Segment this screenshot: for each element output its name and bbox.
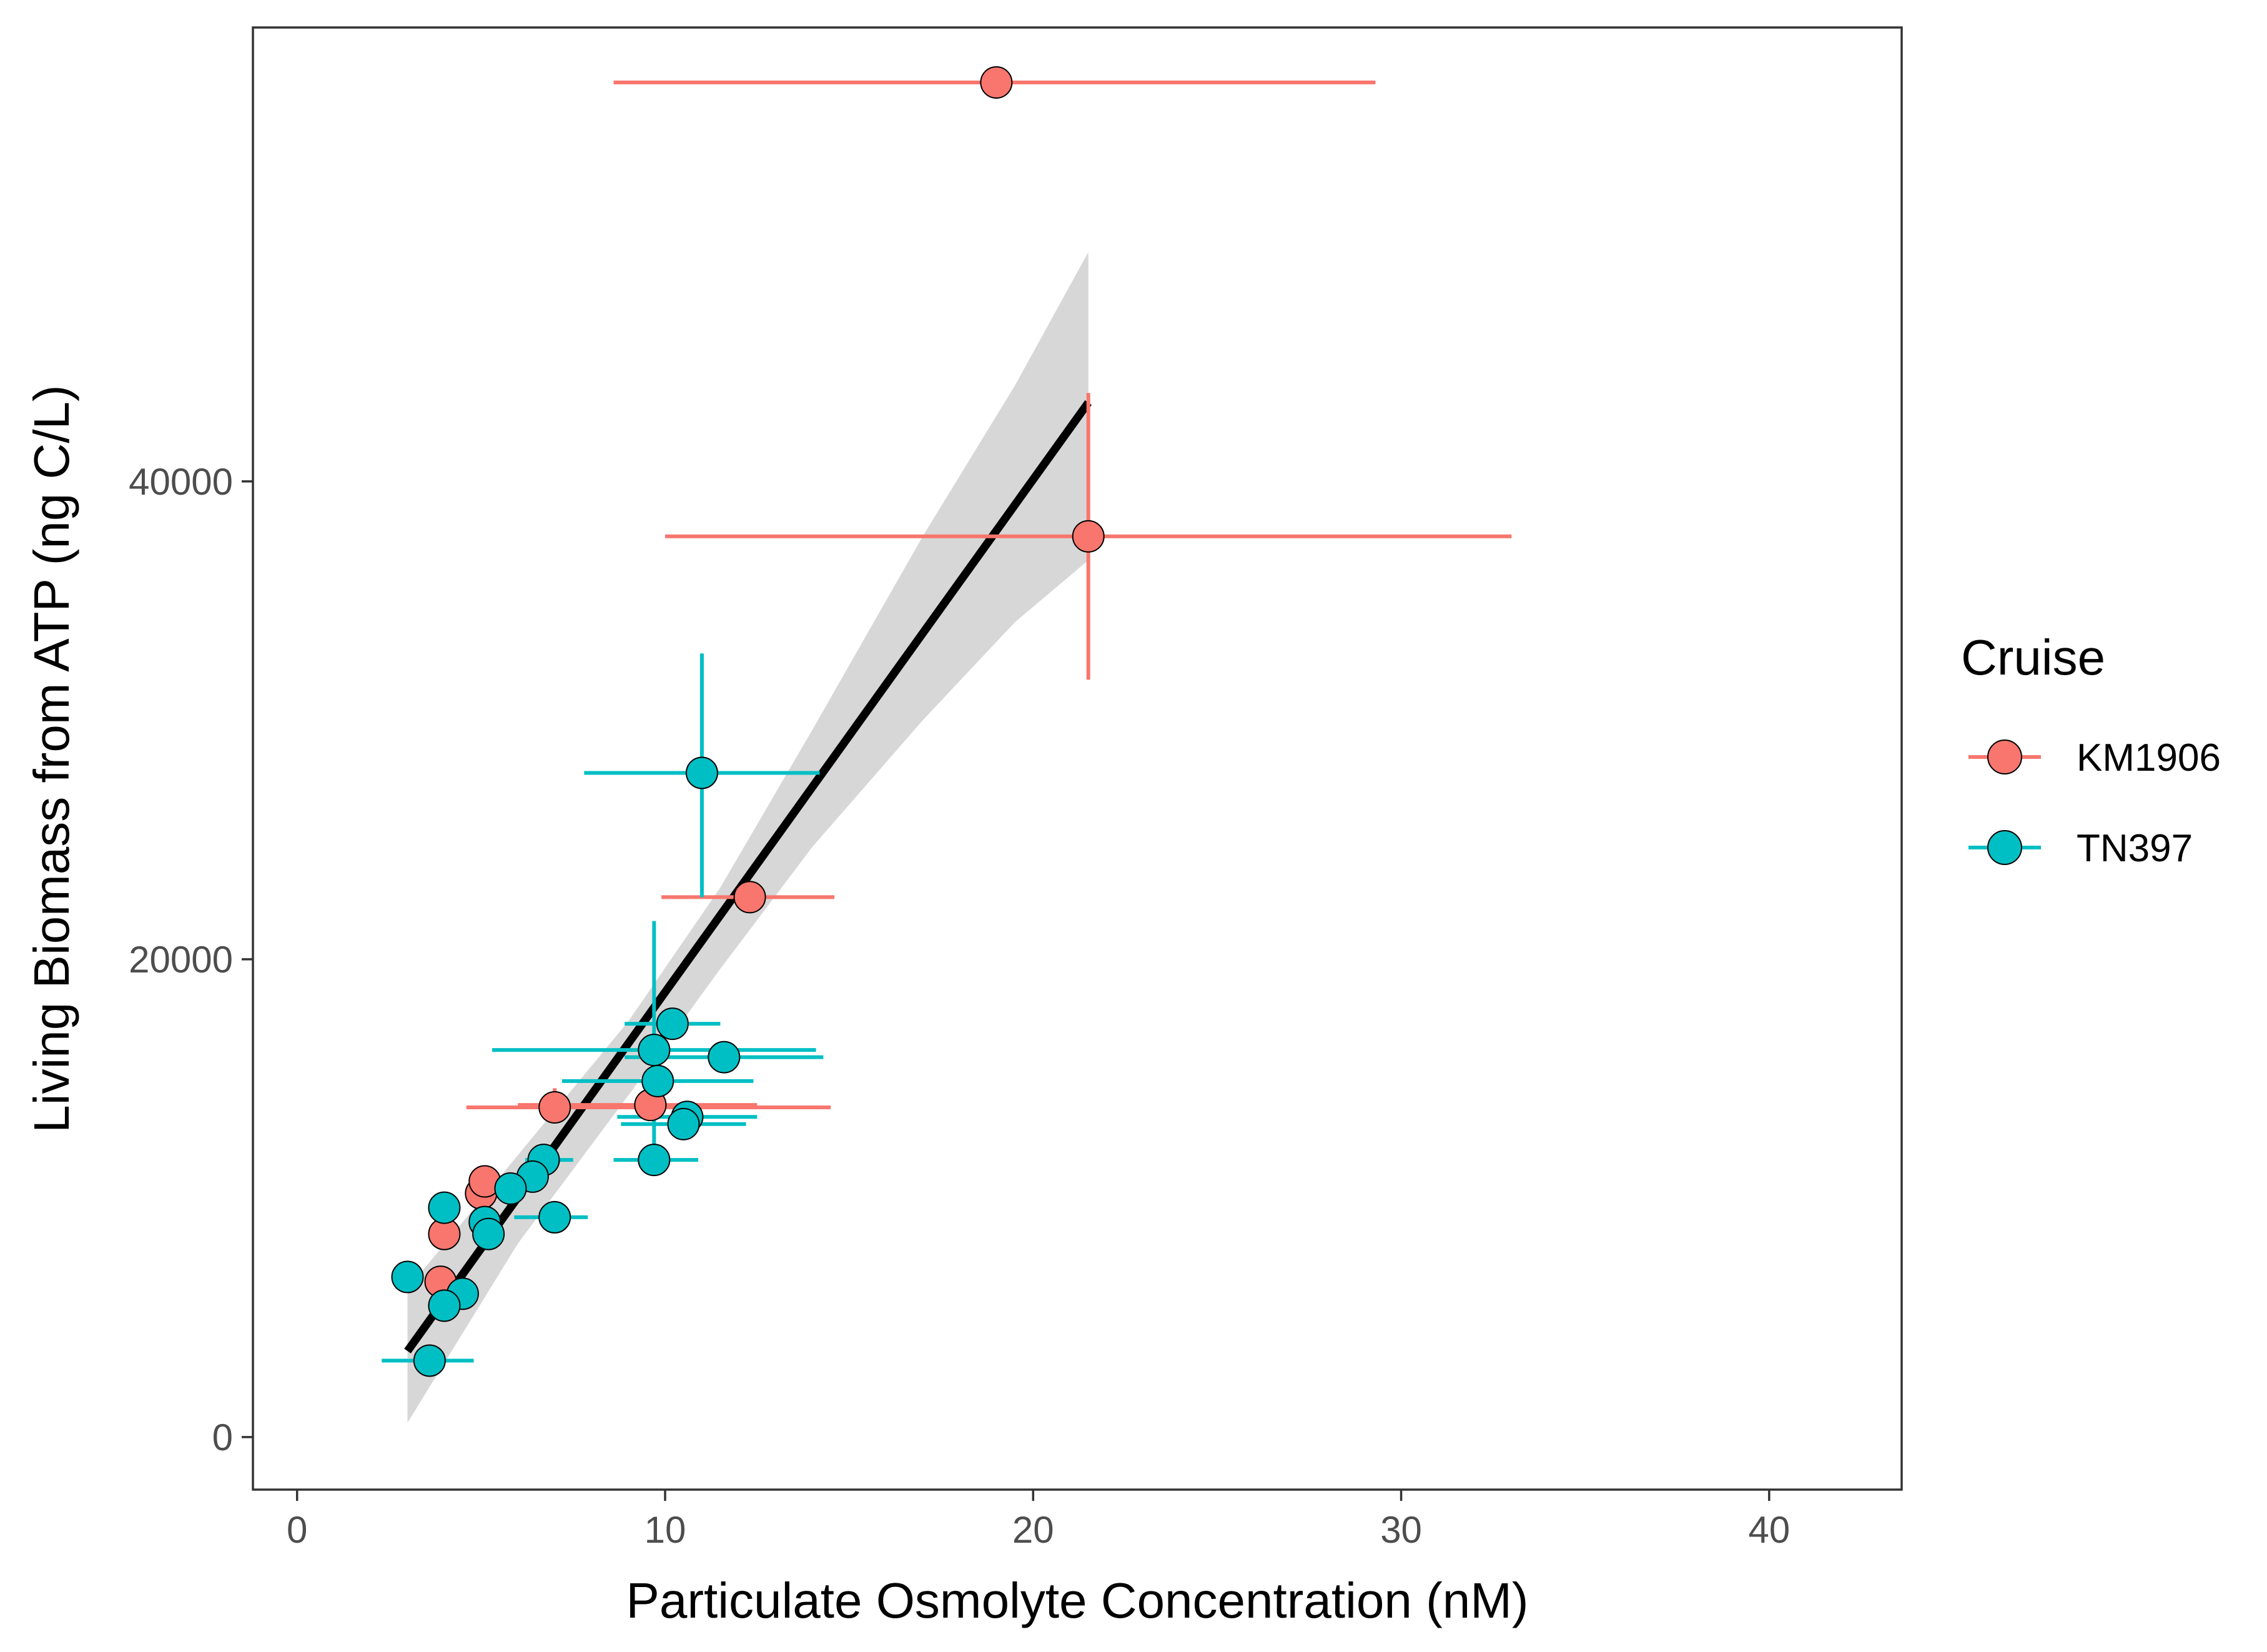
confidence-band [407,252,1089,1423]
data-point-tn397 [638,1034,671,1067]
legend-label: KM1906 [2077,736,2221,779]
data-point-tn397 [641,1064,674,1097]
legend-key-marker [1987,830,2022,865]
y-tick-label: 40000 [129,461,233,503]
data-point-tn397 [472,1217,505,1250]
data-point-tn397 [685,756,718,789]
plot-panel-border [252,26,1903,1491]
data-point-tn397 [538,1200,571,1234]
data-point-tn397 [428,1191,461,1224]
x-axis-title: Particulate Osmolyte Concentration (nM) [626,1573,1529,1628]
data-point-tn397 [494,1172,527,1205]
data-point-tn397 [656,1007,689,1041]
x-axis: 0 10 20 30 40 [287,1490,1790,1551]
data-point-km1906 [1072,520,1105,553]
x-tick-label: 20 [1012,1509,1054,1551]
legend-label: TN397 [2077,827,2193,870]
x-tick-label: 40 [1748,1509,1790,1551]
data-point-km1906 [733,881,766,914]
data-point-tn397 [428,1289,461,1322]
data-point-tn397 [638,1144,671,1177]
data-point-tn397 [667,1107,700,1140]
legend-entries: KM1906 TN397 [1968,736,2221,870]
point-layer [391,66,1105,1377]
legend-key-marker [1987,739,2022,774]
y-axis: 0 20000 40000 [129,461,253,1458]
y-axis-title: Living Biomass from ATP (ng C/L) [24,385,79,1132]
x-tick-label: 30 [1380,1509,1422,1551]
y-tick-label: 0 [212,1417,233,1458]
y-tick-label: 20000 [129,939,233,981]
data-point-tn397 [413,1344,446,1377]
x-tick-label: 0 [287,1509,307,1551]
legend: Cruise KM1906 TN397 [1961,630,2221,870]
legend-title: Cruise [1961,630,2105,685]
x-tick-label: 10 [645,1509,686,1551]
data-point-tn397 [391,1260,424,1293]
data-point-km1906 [980,66,1013,99]
confidence-band-layer [407,252,1089,1423]
data-point-tn397 [708,1041,741,1074]
data-point-km1906 [538,1091,571,1124]
